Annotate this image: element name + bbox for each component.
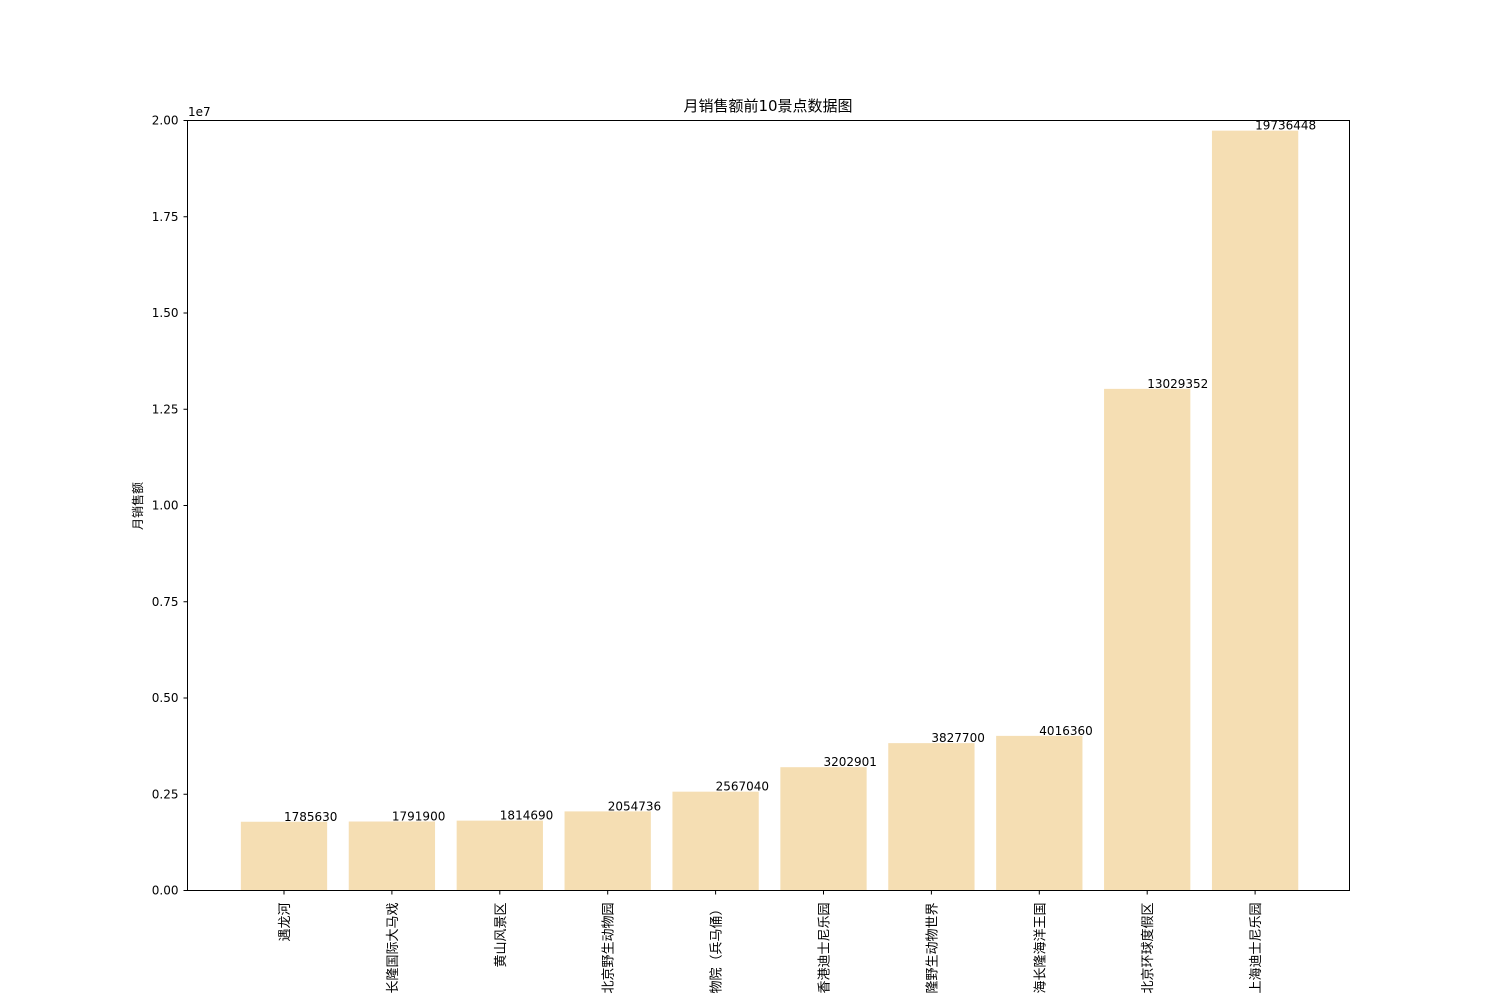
data-label-10: 19736448	[1255, 119, 1316, 133]
y-tick-label-7: 1.50	[152, 306, 179, 320]
bars-group	[240, 130, 1299, 891]
x-tick-label-6: 香港迪士尼乐园	[818, 903, 833, 994]
x-tick-label-4: 北京野生动物园	[602, 903, 617, 994]
data-label-4: 2054736	[608, 799, 661, 813]
y-tick-label-2: 0.25	[152, 787, 179, 801]
y-tick-label-6: 1.25	[152, 402, 179, 416]
y-tick-label-5: 1.00	[152, 499, 179, 513]
bar-2	[348, 821, 436, 891]
data-label-1: 1785630	[284, 810, 337, 824]
bar-1	[240, 821, 328, 891]
y-axis-ticks: 0.00 0.25 0.50 0.75 1.00 1.25 1.50 1.75 2.00	[152, 114, 188, 898]
data-label-7: 3827700	[931, 731, 984, 745]
bar-4	[564, 811, 651, 891]
x-tick-label-7: 隆野生动物世界	[925, 903, 940, 994]
x-tick-label-5: 物院（兵马俑）	[710, 903, 725, 994]
data-labels-group: 1785630 1791900 1814690 2054736 2567040 32029…	[284, 119, 1316, 824]
x-tick-label-2: 长隆国际大马戏	[386, 903, 401, 994]
y-tick-label-3: 0.50	[152, 691, 179, 705]
y-axis-label: 月销售额	[130, 482, 145, 530]
plot-area-frame	[187, 120, 1350, 891]
bar-9	[1104, 388, 1191, 891]
x-tick-label-3: 黄山风景区	[494, 903, 509, 968]
bar-10	[1211, 130, 1299, 891]
y-axis-offset-label: 1e7	[188, 105, 211, 119]
bar-6	[780, 767, 867, 891]
y-tick-label-4: 0.75	[152, 595, 179, 609]
data-label-5: 2567040	[716, 780, 769, 794]
bar-3	[456, 820, 543, 891]
data-label-2: 1791900	[392, 810, 445, 824]
data-label-3: 1814690	[500, 809, 553, 823]
x-tick-label-9: 北京环球度假区	[1140, 903, 1156, 994]
bar-7	[888, 743, 975, 891]
data-label-6: 3202901	[824, 755, 877, 769]
y-tick-label-8: 1.75	[152, 210, 179, 224]
x-axis-ticks: 遇龙河 长隆国际大马戏 黄山风景区 北京野生动物园 物院（兵马俑） 香港迪士尼乐园 隆野生动…	[278, 890, 1264, 994]
x-tick-label-1: 遇龙河	[278, 903, 293, 942]
bar-5	[672, 791, 759, 891]
chart-title: 月销售额前10景点数据图	[683, 97, 852, 115]
x-tick-label-10: 上海迪士尼乐园	[1249, 903, 1264, 994]
y-tick-label-1: 0.00	[152, 884, 179, 898]
bar-8	[996, 735, 1083, 891]
data-label-8: 4016360	[1039, 724, 1092, 738]
y-tick-label-9: 2.00	[152, 114, 179, 128]
data-label-9: 13029352	[1147, 377, 1208, 391]
x-tick-label-8: 海长隆海洋王国	[1033, 903, 1048, 994]
